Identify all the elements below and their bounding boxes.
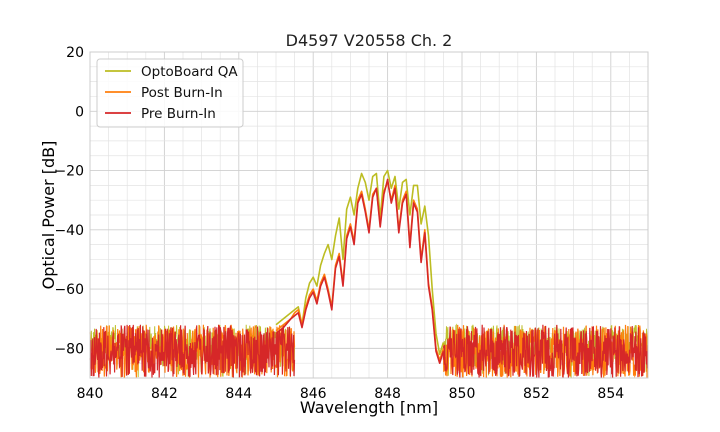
legend: OptoBoard QA Post Burn-In Pre Burn-In (96, 58, 244, 128)
x-tick-label: 848 (374, 386, 401, 402)
x-tick-label: 844 (225, 386, 252, 402)
y-axis-ticks: 20 0 −20 −40 −60 −80 (54, 45, 84, 357)
y-tick-label: −40 (54, 223, 84, 239)
series-lines (275, 169, 445, 365)
chart-title: D4597 V20558 Ch. 2 (286, 31, 453, 50)
y-axis-label: Optical Power [dB] (39, 141, 58, 290)
y-tick-label: 20 (66, 45, 84, 61)
plot-frame (89, 51, 649, 379)
plot-border (89, 51, 649, 379)
legend-box (96, 58, 244, 128)
y-tick-label: −20 (54, 164, 84, 180)
x-tick-label: 852 (523, 386, 550, 402)
legend-entry: Post Burn-In (141, 85, 223, 101)
x-tick-label: 840 (77, 386, 104, 402)
x-axis-label: Wavelength [nm] (300, 398, 438, 417)
x-axis-ticks: 840 842 844 846 848 850 852 854 (77, 386, 625, 402)
legend-entry: Pre Burn-In (141, 106, 216, 122)
noise-trace (89, 324, 296, 379)
x-tick-label: 846 (300, 386, 327, 402)
x-tick-label: 842 (151, 386, 178, 402)
legend-entry: OptoBoard QA (141, 64, 238, 80)
x-tick-label: 850 (449, 386, 476, 402)
series-line (275, 169, 445, 356)
y-tick-label: −60 (54, 282, 84, 298)
noise-trace (442, 324, 649, 378)
noise-floor (89, 323, 649, 379)
x-tick-label: 854 (597, 386, 624, 402)
series-line (275, 178, 445, 365)
y-tick-label: −80 (54, 341, 84, 357)
y-tick-label: 0 (75, 104, 84, 120)
